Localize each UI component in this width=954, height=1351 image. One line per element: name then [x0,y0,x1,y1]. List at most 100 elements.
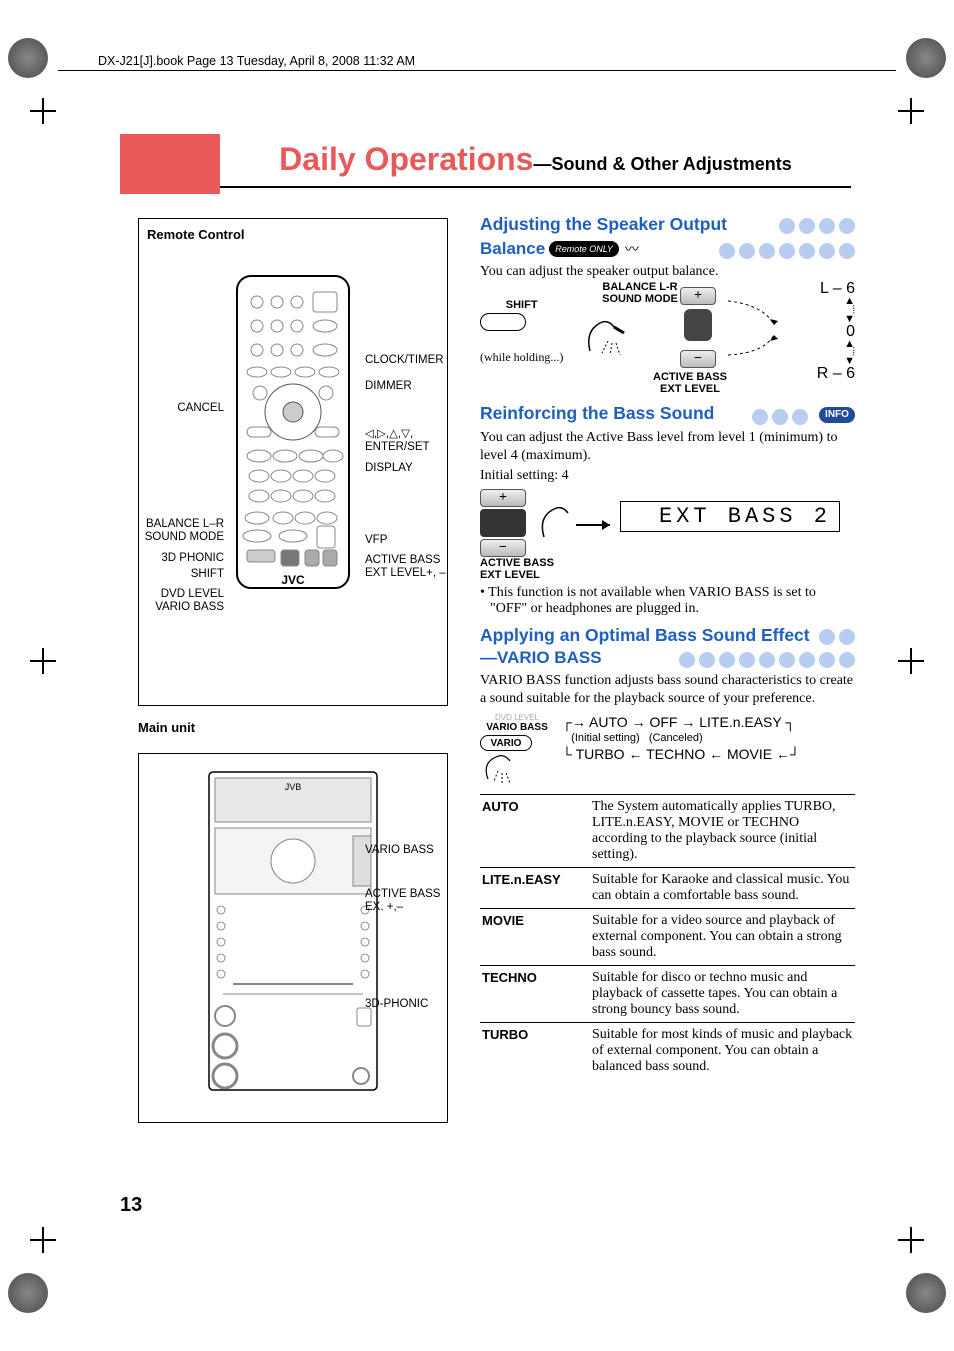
callout-3dphonic: 3D PHONIC [161,552,224,565]
rocker-icon [480,509,526,537]
title-text: Daily Operations—Sound & Other Adjustmen… [220,141,851,188]
mainunit-diagram: JVB [147,766,439,1114]
sec3-heading: Applying an Optimal Bass Sound Effect [480,625,855,646]
table-row: LITE.n.EASY Suitable for Karaoke and cla… [480,868,855,909]
mainunit-icon: JVB [203,766,383,1096]
callout-mu-vario: VARIO BASS [365,844,434,857]
callout-mu-phonic: 3D-PHONIC [365,998,428,1011]
callout-dimmer: DIMMER [365,380,412,393]
svg-text:JVC: JVC [281,573,305,587]
callout-clock: CLOCK/TIMER [365,354,444,367]
title-main: Daily Operations [279,141,533,177]
callout-balance: BALANCE L–R SOUND MODE [145,518,224,544]
callout-display: DISPLAY [365,462,413,475]
sec3-subheading: —VARIO BASS [480,648,602,668]
mode-cell: MOVIE [480,909,590,966]
dots-icon [779,218,855,234]
lcd-display: EXT BASS 2 [620,501,840,532]
rocker-icon [680,305,716,345]
scale-r6: R – 6 [817,366,855,382]
registration-mark-icon [898,98,924,124]
flow-diagram: ┌→ AUTO → OFF → LITE.n.EASY ┐ (Initial s… [562,713,855,764]
remote-only-badge: Remote ONLY [549,241,619,257]
updown-icon: ▲⦙▼ [817,340,855,366]
flow-auto: AUTO [589,714,628,730]
flow-canceled: (Canceled) [649,732,703,744]
desc-cell: The System automatically applies TURBO, … [590,795,855,868]
sec1-heading-text: Adjusting the Speaker Output [480,214,727,234]
updown-icon: ▲⦙▼ [817,297,855,323]
crop-mark-icon [906,1273,946,1313]
sec1-heading: Adjusting the Speaker Output [480,214,855,235]
sec1-subheading: Balance [480,239,545,259]
wave-icon: 〰 [625,243,639,258]
shift-label: SHIFT [480,299,563,311]
callout-cursor: ◁,▷,△,▽, ENTER/SET [365,428,430,454]
mode-cell: TECHNO [480,966,590,1023]
registration-mark-icon [30,1227,56,1253]
header-meta: DX-J21[J].book Page 13 Tuesday, April 8,… [98,54,415,68]
remote-box: Remote Control [138,218,448,706]
callout-cancel: CANCEL [177,402,224,415]
flow-turbo: TURBO [576,746,625,762]
registration-mark-icon [30,648,56,674]
press-arrow-icon [536,503,616,547]
extlevel-label: ACTIVE BASS EXT LEVEL [620,371,760,395]
page: DX-J21[J].book Page 13 Tuesday, April 8,… [0,0,954,1351]
crop-mark-icon [8,1273,48,1313]
flow-off: OFF [649,714,677,730]
remote-diagram: JVC CANCEL BALANCE L–R SOUND MODE 3D PHO… [147,272,439,738]
registration-mark-icon [898,648,924,674]
svg-text:JVB: JVB [285,782,302,792]
sec1-text: You can adjust the speaker output balanc… [480,263,855,281]
flow-lite: LITE.n.EASY [699,714,781,730]
flow-techno: TECHNO [646,746,705,762]
desc-cell: Suitable for Karaoke and classical music… [590,868,855,909]
mode-cell: LITE.n.EASY [480,868,590,909]
flow-bracket-icon: ┌→ [562,714,586,730]
flow-bracket-icon: ┐ [785,714,795,730]
sec2-heading-text: Reinforcing the Bass Sound [480,403,714,423]
vario-table: AUTO The System automatically applies TU… [480,794,855,1079]
flow-bracket-icon: └ [562,746,572,762]
callout-mu-active: ACTIVE BASS EX. +,– [365,888,440,914]
variobass-label: VARIO BASS [480,722,554,733]
dashed-arrow-icon [724,295,784,365]
callout-vfp: VFP [365,534,387,547]
info-badge: INFO [819,407,855,423]
plus-button-icon: + [480,489,526,507]
vario-pill: VARIO [480,735,532,751]
dvdlevel-label: DVD LEVEL [480,713,554,722]
sec3-diagram: DVD LEVEL VARIO BASS VARIO ┌→ AUTO → OFF… [480,713,855,789]
sec2-diagram: + − EXT BASS 2 [480,489,855,559]
flow-bracket-icon: ←┘ [776,746,800,762]
sec3-text: VARIO BASS function adjusts bass sound c… [480,672,855,708]
title-sub: —Sound & Other Adjustments [533,154,791,174]
mode-cell: AUTO [480,795,590,868]
left-column: Remote Control [138,218,448,1123]
flow-movie: MOVIE [727,746,772,762]
minus-button-icon: − [480,539,526,557]
minus-button-icon: − [680,350,716,368]
arrow-right-icon: → [681,714,699,730]
table-row: AUTO The System automatically applies TU… [480,795,855,868]
callout-dvd-vario: DVD LEVEL VARIO BASS [155,588,224,614]
callout-activebass: ACTIVE BASS EXT LEVEL+, – [365,554,446,580]
table-row: TECHNO Suitable for disco or techno musi… [480,966,855,1023]
plus-button-icon: + [680,287,716,305]
registration-mark-icon [898,1227,924,1253]
sec2-bullet: • This function is not available when VA… [480,585,855,617]
sec2-label: ACTIVE BASS EXT LEVEL [480,557,855,581]
registration-mark-icon [30,98,56,124]
remote-label: Remote Control [147,227,439,242]
arrow-left-icon: ← [628,746,646,762]
sec3-heading-text: Applying an Optimal Bass Sound Effect [480,625,810,645]
dots-icon [719,243,855,259]
mainunit-box: JVB [138,753,448,1123]
press-icon [480,753,530,783]
arrow-left-icon: ← [709,746,727,762]
callout-shift: SHIFT [191,568,224,581]
sec2-text2: Initial setting: 4 [480,467,855,485]
dots-icon [819,629,855,645]
title-block: Daily Operations—Sound & Other Adjustmen… [120,134,851,194]
